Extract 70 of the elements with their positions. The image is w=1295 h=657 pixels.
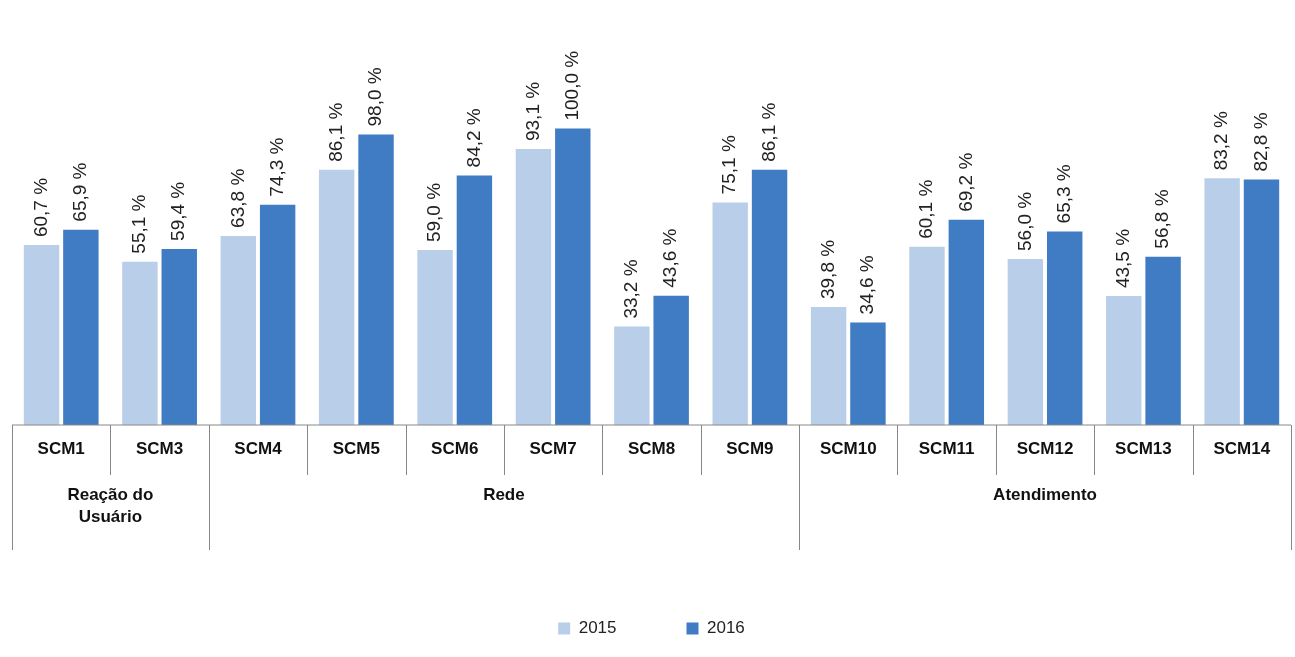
bar <box>850 322 886 425</box>
bar <box>810 307 847 425</box>
x-tick-label: SCM5 <box>332 438 380 458</box>
data-label: 86,1 % <box>324 102 346 162</box>
data-label: 56,8 % <box>1151 189 1173 249</box>
bar <box>358 134 394 425</box>
data-label: 55,1 % <box>128 194 150 254</box>
data-label: 84,2 % <box>462 108 484 168</box>
data-label: 56,0 % <box>1013 191 1035 251</box>
bar <box>161 248 197 425</box>
x-tick-label: SCM8 <box>627 438 676 458</box>
data-label: 82,8 % <box>1249 112 1271 172</box>
x-tick-label: SCM1 <box>37 438 85 458</box>
data-label: 43,5 % <box>1111 228 1133 289</box>
bar <box>653 295 689 425</box>
text: Atendimento <box>993 485 1097 505</box>
legend-label: 2016 <box>707 618 745 638</box>
bar <box>515 149 552 425</box>
bar <box>456 175 493 425</box>
bar <box>1243 179 1280 425</box>
x-tick-label: SCM3 <box>135 438 184 458</box>
data-label: 98,0 % <box>364 67 386 127</box>
data-label: 63,8 % <box>226 168 248 228</box>
bar <box>948 219 985 425</box>
data-label: 86,1 % <box>757 102 779 162</box>
bar <box>1047 231 1083 425</box>
data-label: 65,3 % <box>1052 164 1074 224</box>
x-tick-label: SCM14 <box>1213 438 1271 458</box>
bar <box>259 204 296 425</box>
bar <box>318 169 355 425</box>
data-label: 60,7 % <box>29 177 51 238</box>
x-tick-label: SCM6 <box>431 438 479 458</box>
bar <box>1204 178 1240 425</box>
bar <box>1145 256 1181 425</box>
data-label: 83,2 % <box>1210 111 1232 171</box>
bar <box>555 128 591 425</box>
data-label: 75,1 % <box>718 135 740 195</box>
data-label: 43,6 % <box>659 228 681 288</box>
x-tick-label: SCM10 <box>819 438 877 458</box>
text: Reação do Usuário <box>67 485 154 527</box>
bar <box>63 229 99 425</box>
data-label: 59,4 % <box>167 181 189 241</box>
bar <box>751 169 788 425</box>
text: Rede <box>483 485 525 505</box>
bar <box>23 245 60 425</box>
bar <box>909 246 945 425</box>
bar <box>220 235 256 425</box>
data-label: 65,9 % <box>69 162 91 222</box>
data-label: 93,1 % <box>521 81 543 142</box>
data-label: 39,8 % <box>816 239 838 300</box>
data-label: 100,0 % <box>561 50 583 121</box>
x-tick-label: SCM13 <box>1115 438 1172 458</box>
data-label: 60,1 % <box>915 179 937 239</box>
x-tick-label: SCM7 <box>529 438 577 458</box>
bar <box>122 261 158 425</box>
x-tick-label: SCM11 <box>918 438 975 458</box>
x-tick-label: SCM4 <box>234 438 283 458</box>
data-label: 74,3 % <box>265 137 287 197</box>
legend-label: 2015 <box>578 618 617 638</box>
x-tick-label: SCM12 <box>1016 438 1074 458</box>
bar <box>614 326 650 425</box>
x-tick-label: SCM9 <box>726 438 774 458</box>
bar <box>1106 296 1142 425</box>
bar <box>417 250 453 425</box>
data-label: 33,2 % <box>620 259 642 319</box>
data-label: 69,2 % <box>954 152 976 212</box>
data-label: 59,0 % <box>423 182 445 243</box>
bar <box>712 202 748 425</box>
bar <box>1007 259 1044 425</box>
data-label: 34,6 % <box>856 255 878 315</box>
